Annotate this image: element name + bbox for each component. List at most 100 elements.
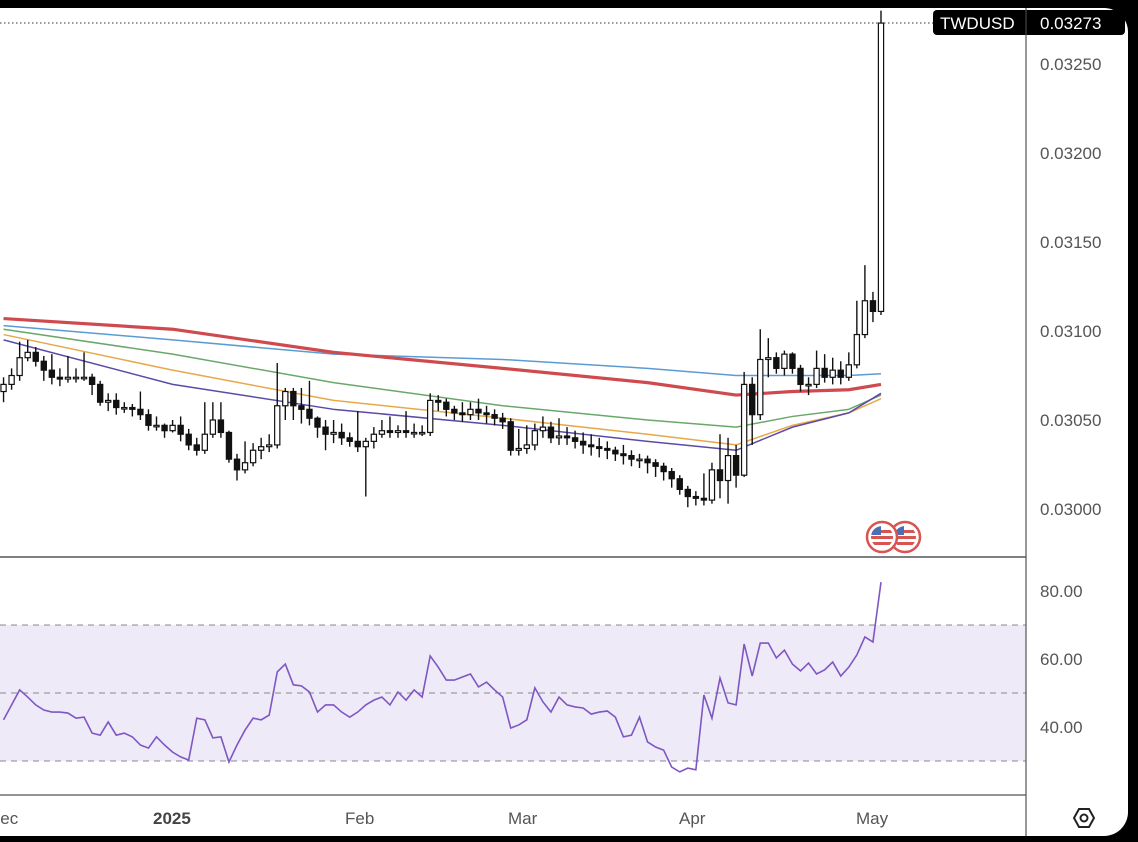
- candle: [88, 373, 96, 396]
- candle: [48, 354, 56, 385]
- candle: [451, 405, 458, 420]
- time-tick-label: 2025: [153, 809, 191, 828]
- candle-body-down: [748, 383, 756, 416]
- candle: [96, 380, 104, 406]
- candle: [757, 329, 764, 420]
- candle-body-down: [507, 421, 514, 451]
- candle-body-down: [620, 453, 627, 457]
- price-tick-label: 0.03100: [1040, 322, 1101, 341]
- candle: [137, 391, 144, 420]
- hexagon-settings-icon[interactable]: [1072, 808, 1096, 828]
- rsi-tick-label: 60.00: [1040, 650, 1083, 669]
- candle: [386, 416, 394, 438]
- candle: [475, 398, 482, 420]
- candle: [378, 420, 386, 438]
- candle-body-down: [451, 408, 458, 414]
- candle-body-down: [869, 300, 877, 313]
- candle: [515, 428, 522, 456]
- candle: [604, 441, 611, 460]
- candle-body-down: [290, 390, 297, 407]
- candle: [0, 377, 7, 403]
- candle: [724, 437, 732, 504]
- candle: [266, 434, 273, 453]
- candle: [716, 434, 724, 499]
- us-flag-icon[interactable]: [865, 520, 899, 554]
- us-flag-icon[interactable]: [888, 520, 922, 554]
- candle: [249, 443, 257, 467]
- candle: [700, 473, 708, 506]
- candle-body-up: [394, 430, 402, 434]
- candle-body-down: [491, 414, 498, 419]
- candle-body-up: [378, 430, 386, 435]
- candle: [427, 393, 434, 437]
- candle-body-down: [145, 414, 152, 426]
- candle: [483, 405, 490, 424]
- axes: 0.03250 0.03200 0.03150 0.03100 0.03050 0.030…: [0, 55, 1101, 828]
- candle-body-down: [88, 376, 96, 385]
- candle: [507, 418, 514, 456]
- candle-body-up: [829, 369, 836, 378]
- candle: [676, 475, 683, 495]
- candle-body-down: [161, 424, 168, 432]
- candle-body-down: [587, 444, 595, 448]
- time-tick-label: Dec: [0, 809, 19, 828]
- candle: [330, 420, 337, 444]
- candle: [290, 387, 297, 420]
- candle-body-down: [475, 408, 482, 414]
- candle: [579, 432, 587, 454]
- candle: [781, 350, 788, 376]
- candle-body-up: [209, 419, 217, 435]
- candle-body-up: [636, 458, 643, 462]
- candle: [539, 416, 547, 438]
- rsi-line: [2, 582, 882, 773]
- candle-body-up: [539, 426, 547, 432]
- candle: [274, 363, 281, 449]
- time-tick-label: May: [856, 809, 889, 828]
- candle: [394, 425, 402, 438]
- candle-body-down: [499, 417, 506, 423]
- candle: [523, 425, 531, 454]
- candle-body-down: [459, 412, 466, 416]
- candle-body-down: [773, 357, 780, 369]
- candle: [668, 468, 675, 488]
- candle: [322, 420, 329, 451]
- candle-body-down: [821, 367, 828, 378]
- candle-body-up: [765, 357, 772, 361]
- candle: [257, 437, 265, 460]
- candle: [765, 338, 772, 378]
- candle: [362, 437, 370, 497]
- candle-body-up: [724, 455, 732, 482]
- candle: [306, 380, 313, 426]
- last-price-value: 0.03273: [1040, 14, 1101, 33]
- candle: [748, 377, 756, 445]
- candle: [644, 455, 651, 474]
- moving-average-line: [3, 316, 882, 397]
- candle: [821, 354, 828, 383]
- candle-body-up: [80, 376, 88, 380]
- candle-body-down: [48, 369, 56, 378]
- candle: [241, 441, 249, 474]
- rsi-pane: [0, 582, 1026, 773]
- candle-body-up: [249, 449, 257, 464]
- candle-body-up: [467, 408, 474, 416]
- candle-body-up: [813, 367, 820, 386]
- candle-body-down: [789, 353, 796, 369]
- candle-body-down: [797, 367, 804, 386]
- candle-body-up: [16, 357, 23, 377]
- candle: [233, 453, 241, 481]
- candle-body-down: [732, 455, 740, 476]
- candle: [740, 371, 748, 477]
- candle-body-down: [716, 469, 724, 482]
- candle: [354, 411, 361, 453]
- candle: [56, 368, 64, 387]
- candle: [121, 402, 128, 413]
- candle: [370, 427, 378, 449]
- candle: [861, 265, 869, 339]
- candle: [314, 416, 321, 438]
- candle: [64, 355, 72, 383]
- candle-body-up: [805, 383, 812, 387]
- price-tick-label: 0.03050: [1040, 411, 1101, 430]
- candle-body-down: [435, 399, 442, 403]
- rsi-tick-label: 40.00: [1040, 718, 1083, 737]
